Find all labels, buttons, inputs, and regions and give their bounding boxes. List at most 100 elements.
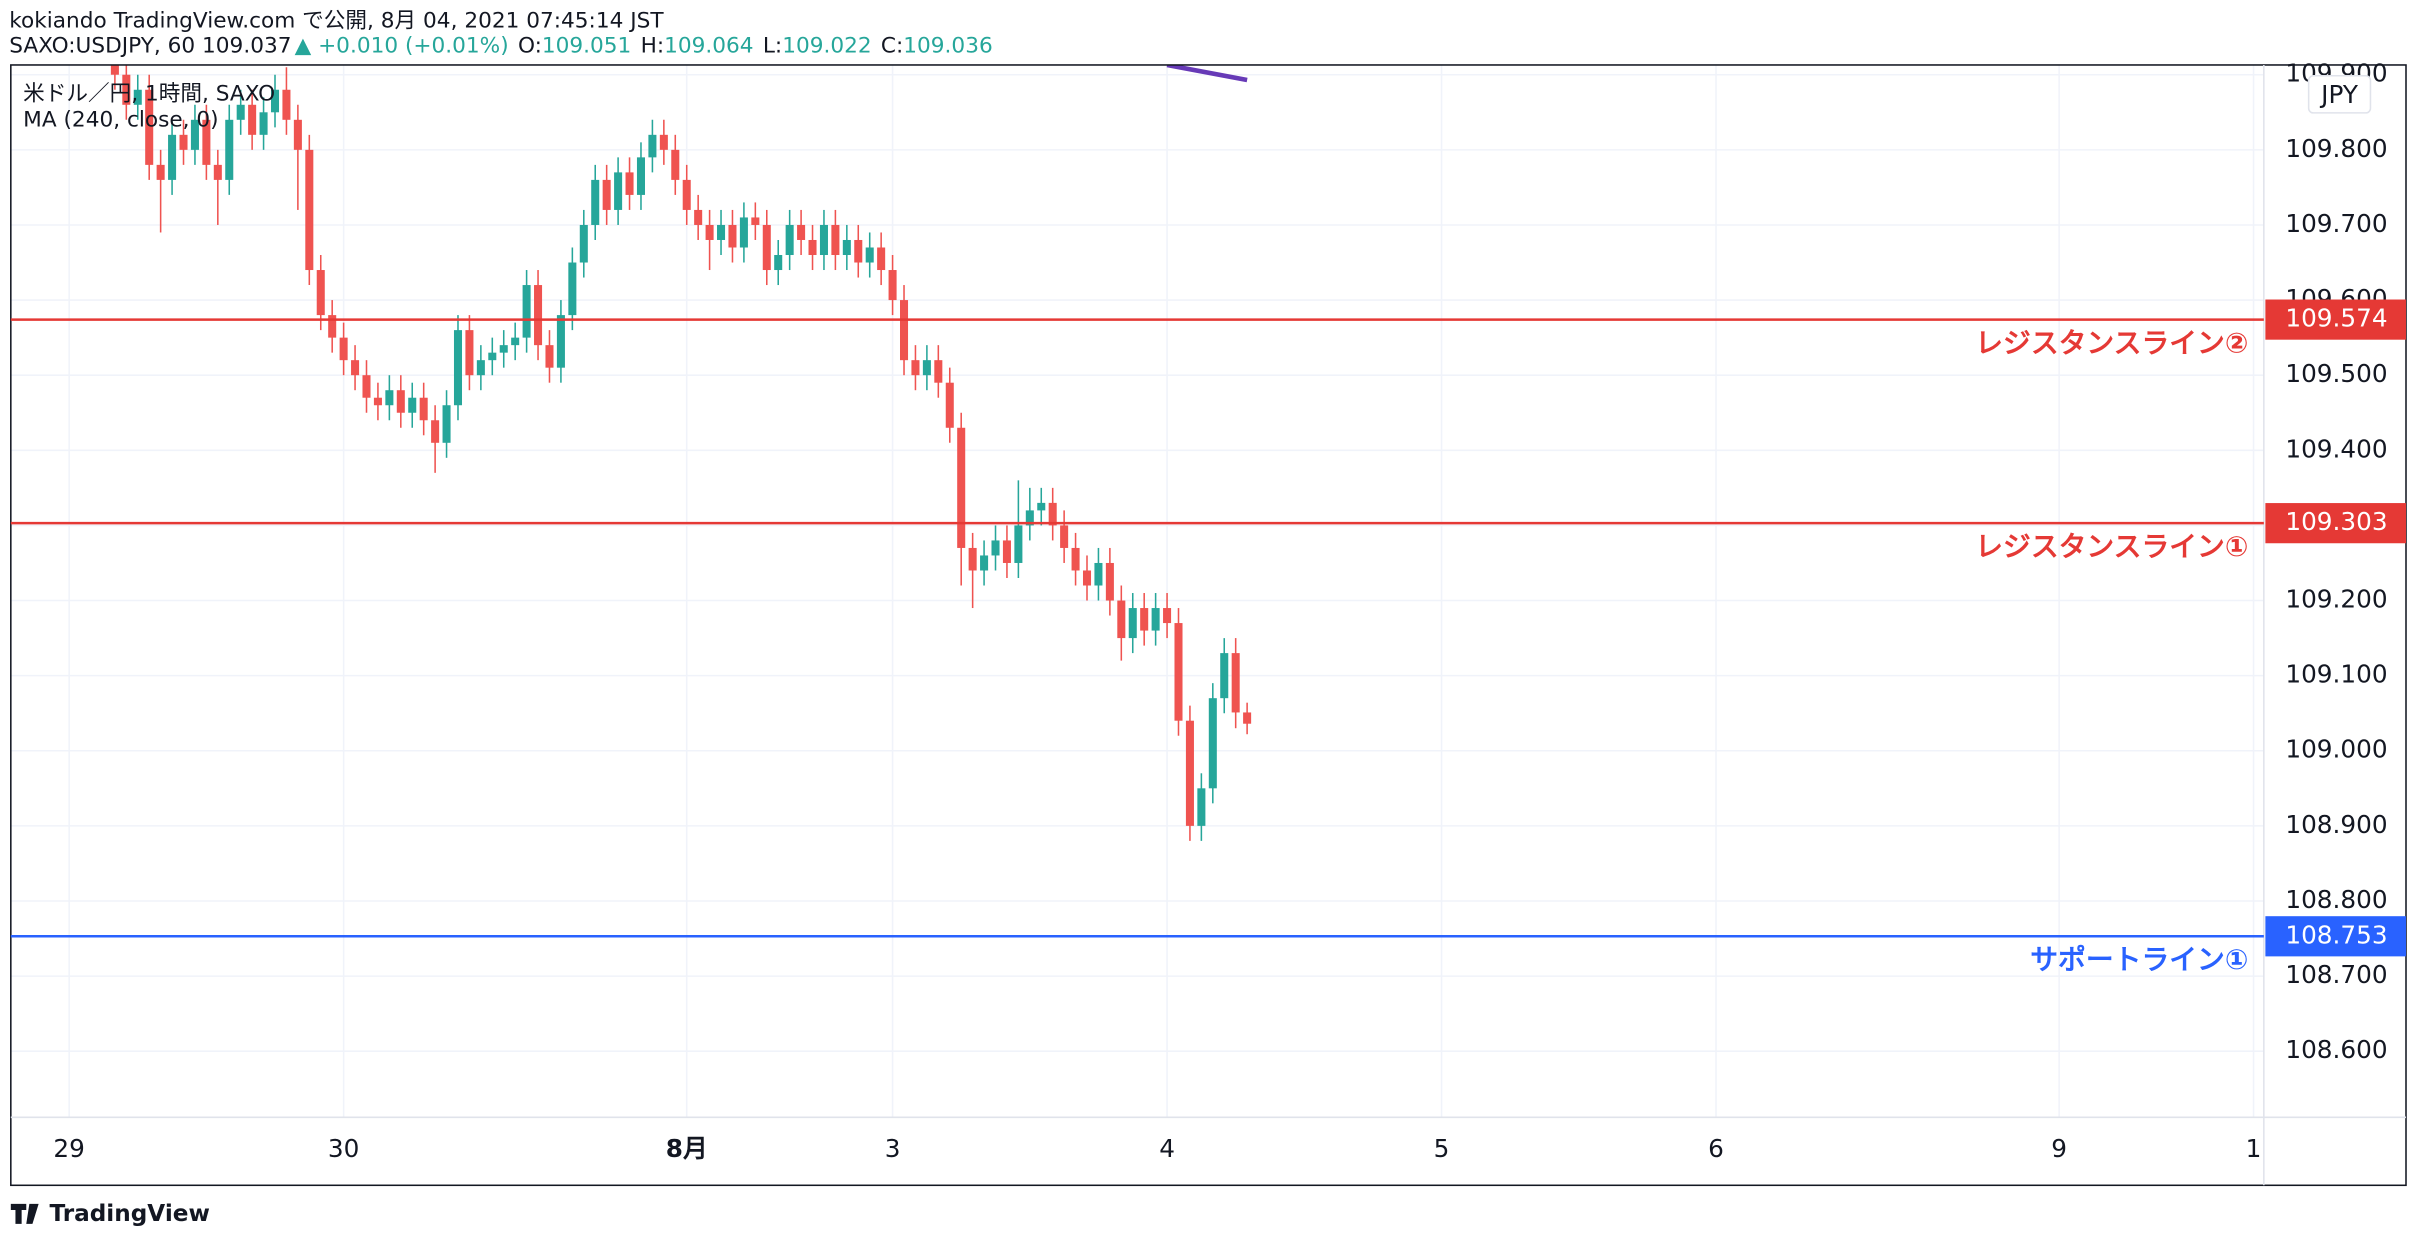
plot (110, 64, 1252, 841)
candle-body (1197, 788, 1206, 826)
y-tick-label: 109.200 (2285, 585, 2387, 614)
x-tick-label: 4 (1159, 1134, 1175, 1163)
candle-body (259, 112, 268, 135)
candle-body (1151, 608, 1160, 631)
grid (10, 64, 2264, 1118)
candle-body (213, 164, 222, 180)
candle-body (545, 345, 554, 368)
candle-body (396, 390, 405, 413)
candle-body (1105, 562, 1114, 601)
candle-body (168, 134, 177, 180)
candle-body (797, 224, 806, 240)
candle-body (705, 224, 714, 240)
candle-body (339, 337, 348, 361)
candle-body (385, 390, 394, 406)
h-label: H: (641, 33, 665, 58)
candle-body (248, 104, 257, 135)
y-tick-label: 108.900 (2285, 810, 2387, 839)
publisher: kokiando TradingView.com で公開, 8月 04, 202… (9, 9, 664, 34)
x-tick-label: 1 (2246, 1134, 2262, 1163)
y-tick-label: 109.100 (2285, 660, 2387, 689)
legend-name: 米ドル／円, 1時間, SAXO (23, 81, 275, 106)
candle-body (316, 270, 325, 316)
candle-body (305, 149, 314, 271)
footer: TradingView (49, 1200, 209, 1227)
candle-body (579, 224, 588, 263)
candle-body (1243, 712, 1252, 724)
candle-body (110, 64, 119, 75)
l-label: L: (763, 33, 782, 58)
change: ▲ +0.010 (+0.01%) (295, 33, 509, 58)
candle-body (362, 375, 371, 398)
currency-box[interactable] (2307, 75, 2372, 114)
candle-body (648, 134, 657, 158)
frame (10, 64, 2407, 1187)
candle-body (122, 74, 131, 105)
candle-body (854, 239, 863, 263)
ma-line (1166, 64, 1248, 83)
candle-body (785, 224, 794, 256)
candle-body (591, 179, 600, 225)
candle-body (774, 255, 783, 271)
axes: 108.600 108.700 108.800 108.900 109.000 109.1… (53, 59, 2387, 1163)
candle-body (1094, 562, 1103, 586)
candle-body (156, 164, 165, 180)
candle-body (602, 179, 611, 210)
candle-body (511, 337, 520, 346)
candle-body (351, 360, 360, 376)
y-tick-label: 108.800 (2285, 885, 2387, 914)
candle-body (190, 119, 199, 150)
x-tick-label: 30 (328, 1134, 359, 1163)
candle-body (408, 397, 417, 413)
symbol: SAXO:USDJPY, 60 109.037 (9, 33, 291, 58)
candle-body (1208, 698, 1217, 789)
x-tick-label: 9 (2051, 1134, 2067, 1163)
candle-body (499, 345, 508, 353)
y-tick-label: 109.400 (2285, 434, 2387, 463)
candle-body (671, 149, 680, 180)
candle-body (202, 119, 211, 165)
o-label: O: (518, 33, 542, 58)
candle-body (922, 360, 931, 376)
l: 109.022 (782, 33, 871, 58)
candle-body (659, 134, 668, 150)
candle-body (1231, 653, 1240, 713)
level-name: サポートライン① (2030, 943, 2248, 976)
candle-body (636, 157, 645, 195)
candle-body (328, 315, 337, 338)
x-tick-label: 29 (53, 1134, 84, 1163)
c-label: C: (881, 33, 903, 58)
y-tick-label: 109.800 (2285, 134, 2387, 163)
candle-body (717, 224, 726, 240)
currency[interactable]: JPY (2319, 80, 2359, 109)
candle-body (1082, 570, 1092, 586)
candle-body (751, 217, 760, 225)
candle-body (442, 405, 451, 443)
candle-body (1048, 502, 1057, 526)
candle-body (865, 247, 874, 263)
candle-body (900, 300, 909, 361)
candle-body (1140, 608, 1149, 631)
candle-body (1220, 653, 1229, 699)
candle-body (888, 270, 897, 301)
candle-body (968, 547, 977, 571)
candle-body (1025, 510, 1034, 526)
candle-body (739, 217, 748, 248)
o: 109.051 (542, 33, 631, 58)
candle-body (614, 172, 623, 210)
candle-body (431, 420, 440, 443)
candle-body (488, 352, 497, 361)
c: 109.036 (903, 33, 992, 58)
y-tick-label: 109.500 (2285, 359, 2387, 388)
candle-body (842, 239, 851, 256)
candle-body (762, 224, 771, 271)
candle-body (534, 285, 543, 346)
level-name: レジスタンスライン② (1975, 326, 2248, 359)
legend-indicator: MA (240, close, 0) (23, 108, 218, 133)
y-tick-label: 109.000 (2285, 735, 2387, 764)
candle-body (293, 119, 302, 150)
candle-body (133, 89, 142, 105)
y-tick-label: 109.700 (2285, 209, 2387, 238)
